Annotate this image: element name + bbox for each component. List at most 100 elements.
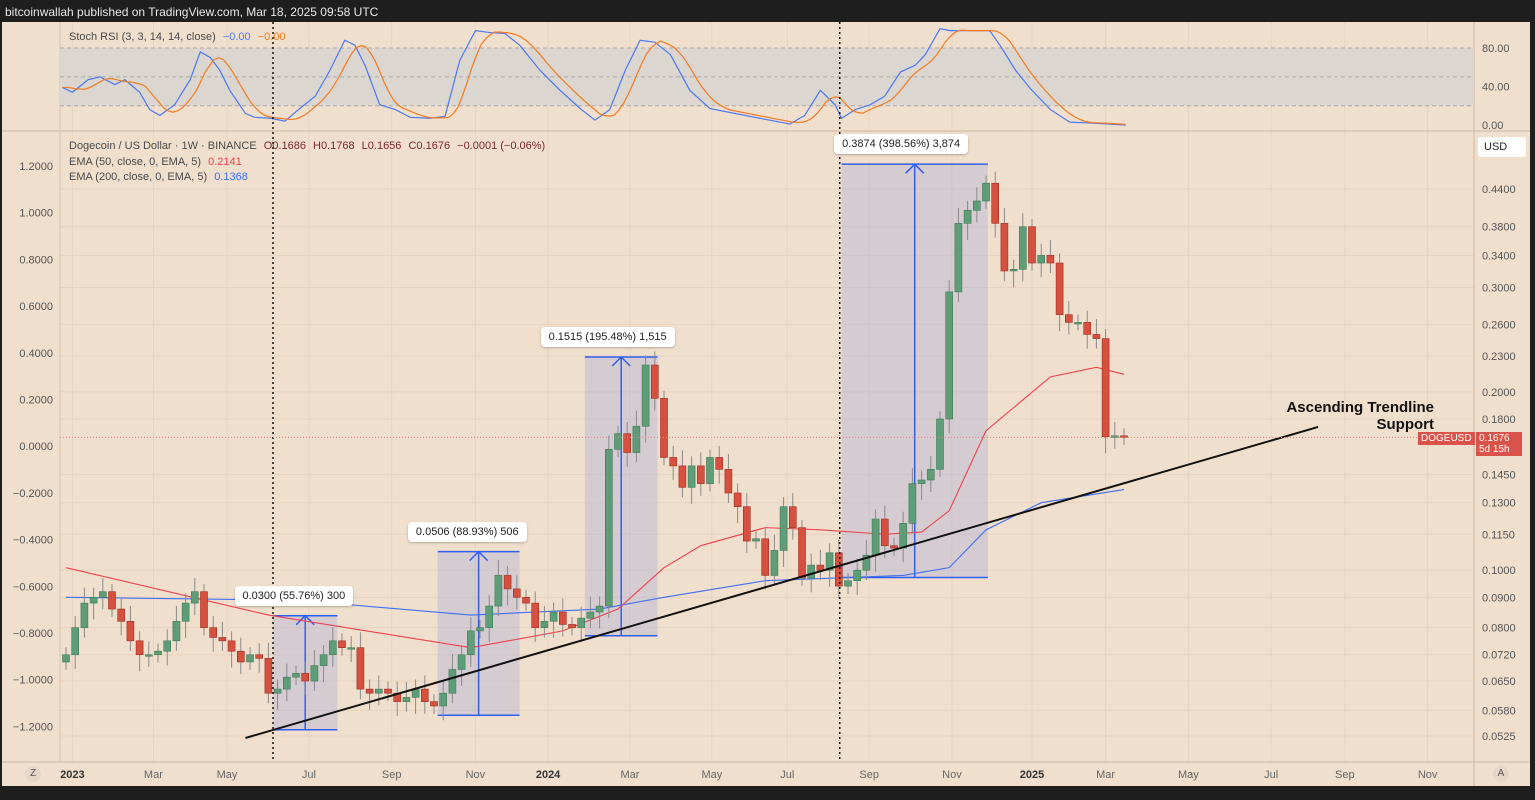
price-axis-label: 0.1800 [1482,414,1516,426]
symbol-legend[interactable]: Dogecoin / US Dollar · 1W · BINANCE O0.1… [69,140,549,152]
price-axis-label: 0.1150 [1482,529,1515,541]
left-axis-label: 1.2000 [19,161,53,173]
stoch-axis-label: 40.00 [1482,81,1510,93]
candle-up [246,654,254,663]
candle-up [191,591,199,604]
zoom-reset-button[interactable]: Z [25,766,41,782]
ema50-value: 0.2141 [208,156,242,168]
candle-up [982,182,990,202]
candle-up [476,627,484,632]
arrow-head-icon [611,355,631,367]
candle-down [890,545,898,549]
left-axis-label: 0.6000 [19,301,53,313]
price-axis-label: 0.1450 [1482,470,1516,482]
candle-up [282,676,291,690]
price-axis-label: 0.1000 [1482,565,1516,577]
chart-background [2,22,1530,786]
change-value: −0.0001 (−0.06%) [457,140,546,152]
stoch-d-value: −0.00 [257,31,286,43]
ema200-legend[interactable]: EMA (200, close, 0, EMA, 5) 0.1368 [69,171,252,183]
candle-up [374,688,383,694]
candle-up [687,465,696,488]
candle-up [1009,269,1018,272]
candle-up [871,518,880,556]
price-axis-label: 0.0900 [1482,592,1516,604]
candle-up [319,654,328,666]
annotation-line1: Ascending Trendline [1286,399,1434,416]
left-axis-label: 0.2000 [19,395,53,407]
left-axis-label: 0.4000 [19,348,53,360]
candle-up [770,550,779,576]
ascending-trendline[interactable] [245,426,1319,739]
price-range-label: 0.1515 (195.48%) 1,515 [540,327,675,348]
candle-down [678,465,687,488]
candle-down [420,688,429,702]
candle-up [632,425,641,453]
price-axis-label: 0.3400 [1482,250,1516,262]
candle-down [301,672,310,682]
candle-down [117,608,125,622]
price-axis-label: 0.2000 [1482,387,1516,399]
time-axis-label: Mar [620,769,639,781]
candle-down [531,602,540,628]
candle-down [135,640,144,656]
left-axis-label: −1.0000 [13,675,53,687]
trendline-annotation: Ascending Trendline Support [1250,399,1434,433]
ema200-value: 0.1368 [214,171,248,183]
time-axis-label: Nov [466,769,486,781]
candle-down [1083,322,1091,335]
candle-up [972,200,981,211]
candle-down [1028,226,1036,264]
candle-down [1000,223,1009,272]
open-value: O0.1686 [263,140,306,152]
time-axis-label: May [217,769,238,781]
candle-up [62,654,70,663]
symbol-price-tag: DOGEUSD [1418,432,1475,445]
candle-up [917,479,926,484]
candle-up [457,654,466,670]
candle-down [834,552,843,587]
left-axis-label: −0.8000 [13,628,53,640]
candle-up [485,605,494,628]
stoch-axis-label: 80.00 [1482,43,1510,55]
candle-up [310,665,319,682]
candle-down [237,650,245,663]
candle-down [880,518,889,546]
candle-down [1046,255,1055,264]
candle-down [1101,338,1110,438]
candle-down [522,597,530,604]
candle-down [209,627,217,638]
ema50-legend[interactable]: EMA (50, close, 0, EMA, 5) 0.2141 [69,156,246,168]
auto-scale-button[interactable]: A [1493,766,1509,782]
candle-up [448,669,457,694]
candle-down [788,506,797,528]
candle-down [430,701,438,707]
price-axis-label: 0.2600 [1482,319,1516,331]
candle-up [807,564,816,579]
candle-up [347,647,356,650]
currency-selector[interactable]: USD [1478,137,1526,157]
candle-up [595,605,604,613]
price-range-label: 0.0300 (55.76%) 300 [234,585,354,606]
candle-up [844,580,852,587]
time-axis-label: Nov [1418,769,1438,781]
symbol-title: Dogecoin / US Dollar · 1W · BINANCE [69,140,257,152]
left-axis-label: −0.6000 [13,581,53,593]
candle-down [669,457,678,467]
candle-up [954,223,963,293]
candle-down [356,647,365,690]
candle-up [1018,226,1027,270]
publisher-bar: bitcoinwallah published on TradingView.c… [0,0,1535,22]
candle-down [264,658,273,694]
stoch-d-line [62,29,1125,125]
candle-up [1074,322,1082,325]
candle-up [328,640,337,656]
price-axis-label: 0.0650 [1482,676,1516,688]
candle-up [752,538,760,542]
candle-up [926,469,935,481]
candle-up [80,602,89,628]
stoch-legend: Stoch RSI (3, 3, 14, 14, close) −0.00 −0… [69,31,290,43]
price-axis-label: 0.2300 [1482,351,1516,363]
time-axis-label: Sep [1335,769,1355,781]
